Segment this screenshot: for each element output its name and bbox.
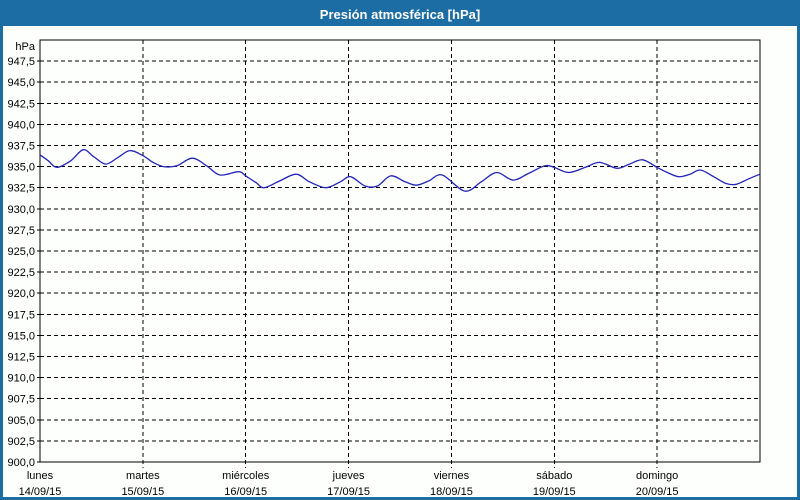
svg-text:miércoles: miércoles <box>222 470 270 482</box>
svg-text:920,0: 920,0 <box>7 288 35 300</box>
svg-text:hPa: hPa <box>15 41 35 53</box>
svg-text:viernes: viernes <box>434 470 470 482</box>
svg-text:915,0: 915,0 <box>7 330 35 342</box>
svg-text:917,5: 917,5 <box>7 309 35 321</box>
svg-text:927,5: 927,5 <box>7 225 35 237</box>
svg-text:935,0: 935,0 <box>7 162 35 174</box>
window-title: Presión atmosférica [hPa] <box>319 7 481 22</box>
svg-text:16/09/15: 16/09/15 <box>224 486 267 497</box>
svg-text:lunes: lunes <box>27 470 54 482</box>
svg-text:932,5: 932,5 <box>7 183 35 195</box>
svg-text:905,0: 905,0 <box>7 415 35 427</box>
svg-text:900,0: 900,0 <box>7 457 35 469</box>
svg-text:jueves: jueves <box>332 470 365 482</box>
svg-text:902,5: 902,5 <box>7 436 35 448</box>
chart-content: 900,0 902,5 905,0 907,5 910,0 912,5 915,0 917,5… <box>3 26 797 497</box>
svg-text:907,5: 907,5 <box>7 394 35 406</box>
svg-text:20/09/15: 20/09/15 <box>636 486 679 497</box>
svg-text:937,5: 937,5 <box>7 141 35 153</box>
svg-text:17/09/15: 17/09/15 <box>327 486 370 497</box>
svg-text:martes: martes <box>126 470 160 482</box>
svg-text:910,0: 910,0 <box>7 373 35 385</box>
svg-text:14/09/15: 14/09/15 <box>19 486 62 497</box>
svg-text:19/09/15: 19/09/15 <box>533 486 576 497</box>
svg-text:930,0: 930,0 <box>7 204 35 216</box>
svg-text:925,0: 925,0 <box>7 246 35 258</box>
svg-text:sábado: sábado <box>536 470 572 482</box>
svg-text:942,5: 942,5 <box>7 98 35 110</box>
svg-text:15/09/15: 15/09/15 <box>121 486 164 497</box>
pressure-chart: 900,0 902,5 905,0 907,5 910,0 912,5 915,0 917,5… <box>7 39 761 497</box>
svg-text:912,5: 912,5 <box>7 352 35 364</box>
svg-text:18/09/15: 18/09/15 <box>430 486 473 497</box>
svg-text:922,5: 922,5 <box>7 267 35 279</box>
svg-text:940,0: 940,0 <box>7 119 35 131</box>
title-bar: Presión atmosférica [hPa] <box>3 3 797 26</box>
svg-text:945,0: 945,0 <box>7 77 35 89</box>
svg-text:domingo: domingo <box>636 470 678 482</box>
svg-text:947,5: 947,5 <box>7 56 35 68</box>
